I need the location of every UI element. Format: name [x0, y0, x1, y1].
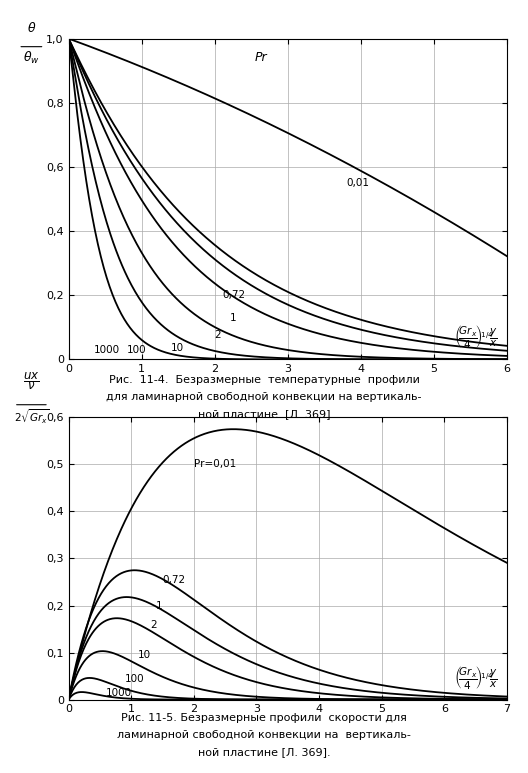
Text: для ламинарной свободной конвекции на вертикаль-: для ламинарной свободной конвекции на ве…: [106, 392, 422, 402]
Text: 100: 100: [125, 674, 145, 684]
Text: 100: 100: [127, 345, 147, 355]
Text: 1: 1: [229, 313, 236, 323]
Text: Pr=0,01: Pr=0,01: [194, 459, 236, 469]
Text: $\left(\!\dfrac{Gr_x}{4}\!\right)^{\!1/4}\!\!\dfrac{y}{x}$: $\left(\!\dfrac{Gr_x}{4}\!\right)^{\!1/4…: [455, 664, 498, 691]
Text: 0,72: 0,72: [163, 574, 186, 584]
Text: $2\sqrt{Gr_x}$: $2\sqrt{Gr_x}$: [14, 407, 49, 426]
Text: 0,72: 0,72: [222, 291, 245, 300]
Text: ламинарной свободной конвекции на  вертикаль-: ламинарной свободной конвекции на вертик…: [117, 730, 411, 740]
Text: $\dfrac{ux}{\nu}$: $\dfrac{ux}{\nu}$: [23, 370, 40, 392]
Text: ной пластине [Л. 369].: ной пластине [Л. 369].: [197, 747, 331, 757]
Text: Рис.  11-4.  Безразмерные  температурные  профили: Рис. 11-4. Безразмерные температурные пр…: [109, 375, 419, 385]
Text: 10: 10: [137, 650, 150, 660]
Text: $\theta_w$: $\theta_w$: [23, 50, 40, 66]
Text: Рис. 11-5. Безразмерные профили  скорости для: Рис. 11-5. Безразмерные профили скорости…: [121, 713, 407, 723]
Text: 10: 10: [171, 343, 184, 353]
Text: $\left(\!\dfrac{Gr_x}{4}\!\right)^{\!1/4}\!\!\dfrac{y}{x}$: $\left(\!\dfrac{Gr_x}{4}\!\right)^{\!1/4…: [455, 323, 498, 350]
Text: 1: 1: [156, 601, 163, 611]
Text: 1000: 1000: [94, 345, 120, 355]
Text: 2: 2: [215, 330, 221, 340]
Text: 0,01: 0,01: [346, 178, 369, 188]
Text: $\theta$: $\theta$: [27, 22, 36, 36]
Text: 2: 2: [150, 620, 157, 630]
Text: Pr: Pr: [255, 52, 268, 64]
Text: ной пластине  [Л. 369]: ной пластине [Л. 369]: [198, 409, 330, 419]
Text: 1000: 1000: [106, 687, 133, 697]
